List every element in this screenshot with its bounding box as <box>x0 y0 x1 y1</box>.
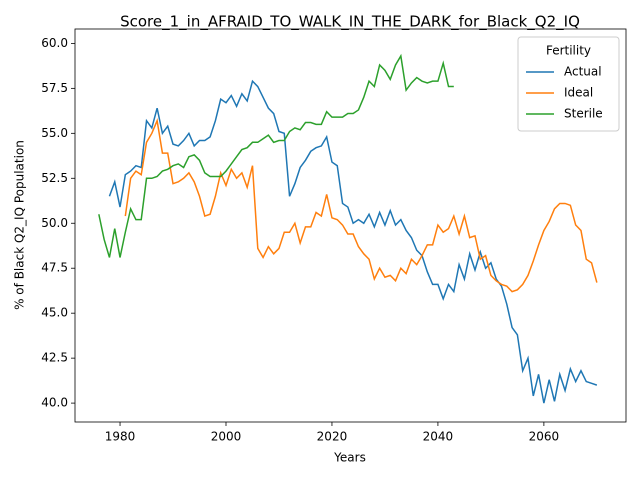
y-tick-label: 47.5 <box>41 261 68 275</box>
x-tick-label: 2040 <box>423 430 454 444</box>
chart-title: Score_1_in_AFRAID_TO_WALK_IN_THE_DARK_fo… <box>120 13 580 32</box>
y-tick-label: 57.5 <box>41 81 68 95</box>
y-tick-label: 45.0 <box>41 306 68 320</box>
y-tick-label: 55.0 <box>41 126 68 140</box>
y-tick-label: 52.5 <box>41 171 68 185</box>
x-tick-label: 2020 <box>317 430 348 444</box>
y-tick-label: 40.0 <box>41 396 68 410</box>
series-line <box>98 53 454 258</box>
series-line <box>108 79 598 404</box>
x-tick-label: 1980 <box>105 430 136 444</box>
y-tick-label: 50.0 <box>41 216 68 230</box>
series-line <box>124 118 598 293</box>
legend-title: Fertility <box>546 44 591 58</box>
y-axis-label: % of Black Q2_IQ Population <box>13 140 27 310</box>
legend-box <box>517 36 620 132</box>
x-tick-label: 2060 <box>529 430 560 444</box>
legend-label: Actual <box>564 65 602 79</box>
y-tick-label: 60.0 <box>41 36 68 50</box>
legend-label: Ideal <box>564 86 593 100</box>
legend-label: Sterile <box>564 107 603 121</box>
plot-frame <box>74 28 627 423</box>
y-tick-label: 42.5 <box>41 351 68 365</box>
x-tick-label: 2000 <box>211 430 242 444</box>
x-axis-label: Years <box>333 451 366 465</box>
